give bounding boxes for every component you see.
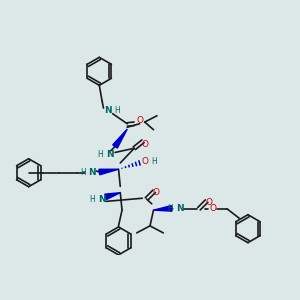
- Text: H: H: [89, 195, 95, 204]
- Text: N: N: [106, 150, 114, 159]
- Text: O: O: [141, 140, 148, 148]
- Text: O: O: [141, 157, 148, 166]
- Polygon shape: [99, 169, 118, 175]
- Text: H: H: [98, 150, 103, 159]
- Text: O: O: [136, 116, 143, 125]
- Polygon shape: [105, 193, 120, 200]
- Text: O: O: [153, 188, 160, 197]
- Text: N: N: [176, 204, 184, 213]
- Text: O: O: [205, 198, 212, 207]
- Polygon shape: [113, 129, 127, 148]
- Text: O: O: [209, 204, 216, 213]
- Text: N: N: [88, 168, 96, 177]
- Text: H: H: [80, 168, 86, 177]
- Polygon shape: [154, 206, 172, 211]
- Text: H: H: [167, 204, 173, 213]
- Text: H: H: [151, 157, 157, 166]
- Text: H: H: [115, 106, 120, 115]
- Text: N: N: [104, 106, 112, 115]
- Text: N: N: [98, 195, 106, 204]
